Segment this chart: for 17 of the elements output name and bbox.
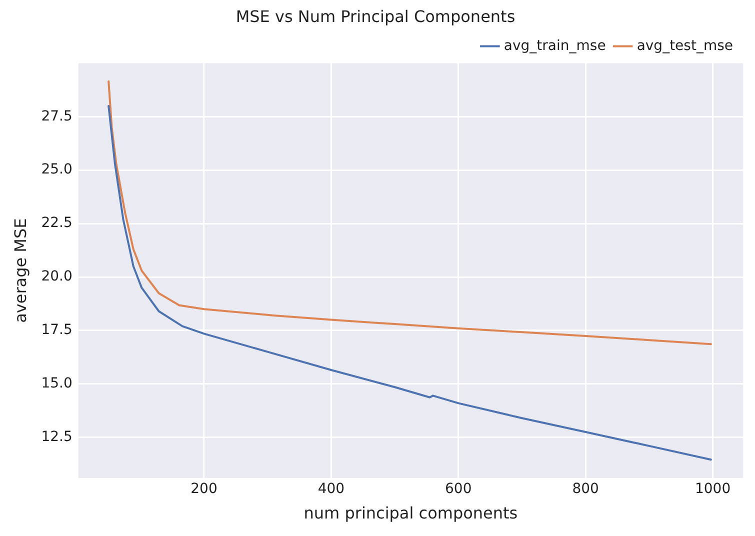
y-tick-label: 22.5	[41, 215, 72, 232]
y-tick-label: 17.5	[41, 322, 72, 338]
legend-label: avg_test_mse	[636, 38, 734, 54]
y-tick-label: 20.0	[41, 268, 72, 285]
x-tick-label: 800	[572, 481, 599, 498]
y-tick-label: 25.0	[41, 162, 72, 178]
chart-title: MSE vs Num Principal Components	[236, 6, 516, 26]
y-tick-label: 27.5	[41, 108, 72, 124]
x-axis-title: num principal components	[304, 504, 518, 523]
x-tick-label: 400	[318, 481, 345, 498]
x-tick-label: 600	[445, 481, 472, 498]
x-tick-label: 200	[190, 481, 218, 498]
x-tick-label: 1000	[694, 481, 731, 498]
legend-label: avg_train_mse	[504, 38, 606, 54]
y-tick-label: 12.5	[41, 429, 72, 446]
y-tick-label: 15.0	[41, 376, 72, 392]
y-axis-title: average MSE	[10, 218, 30, 323]
